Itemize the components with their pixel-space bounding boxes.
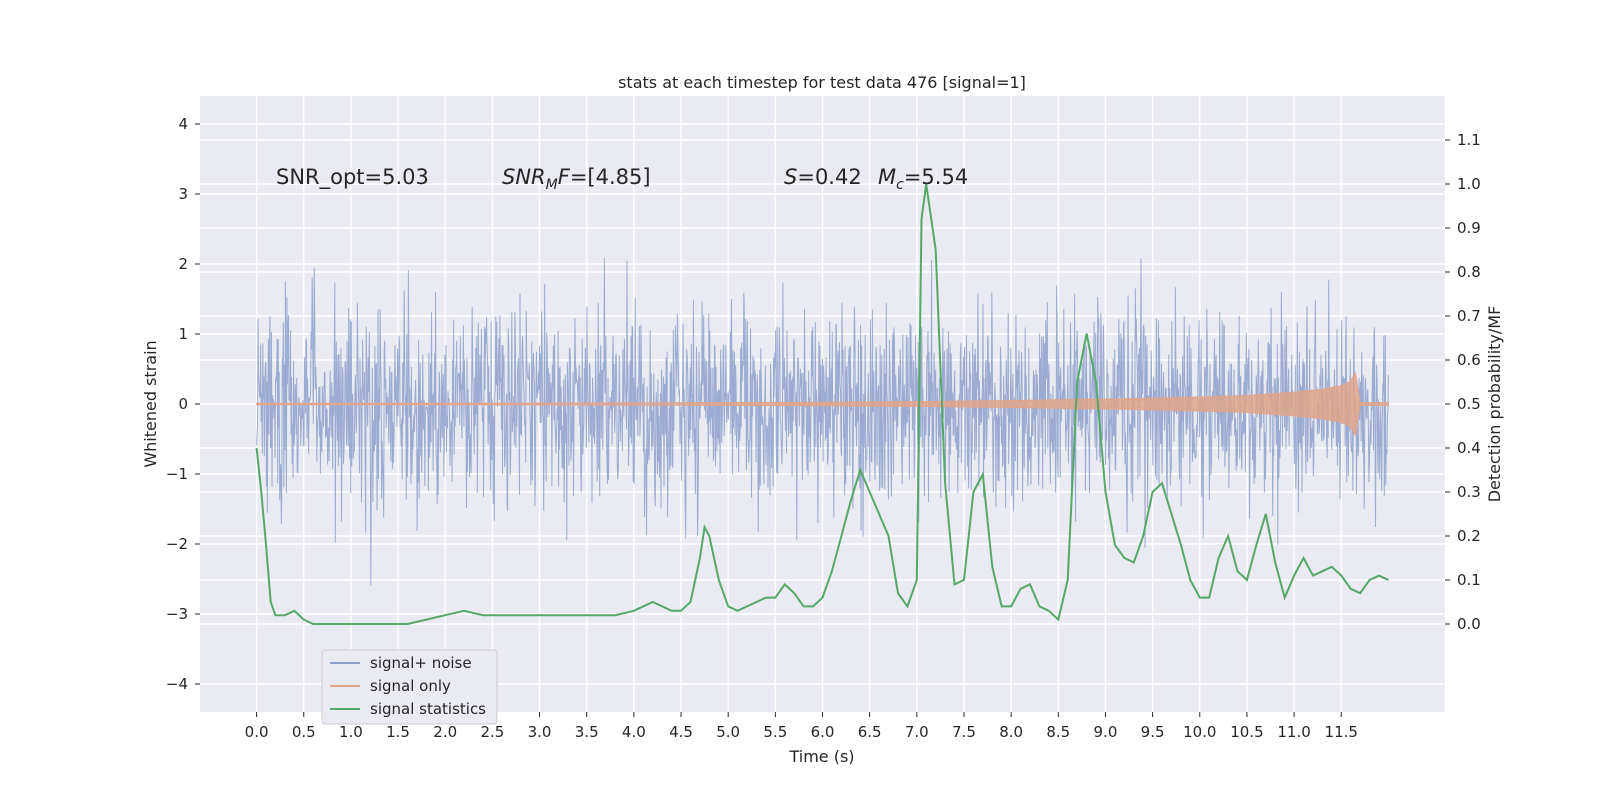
y-tick-label-right: 1.0 [1457,175,1481,193]
y-tick-label-right: 0.1 [1457,571,1481,589]
legend-label-signal-noise: signal+ noise [370,654,472,672]
y-ticks-right: 1.1 1.0 0.9 0.8 0.7 0.6 0.5 0.4 0.3 0.2 0.1 0.0 [1445,131,1481,633]
y-tick-label-right: 0.7 [1457,307,1481,325]
y-tick-label-right: 1.1 [1457,131,1481,149]
s-annotation: S=0.42 [784,165,862,189]
x-tick-label: 8.0 [999,723,1023,741]
x-tick-label: 7.5 [952,723,976,741]
x-tick-label: 9.0 [1094,723,1118,741]
legend: signal+ noise signal only signal statist… [321,649,498,725]
y-tick-label-right: 0.3 [1457,483,1481,501]
y-tick-label-right: 0.2 [1457,527,1481,545]
y-tick-label-left: 3 [178,185,188,203]
x-tick-label: 1.0 [339,723,363,741]
x-tick-label: 11.0 [1277,723,1310,741]
y-tick-label-left: 0 [178,395,188,413]
x-tick-label: 6.0 [811,723,835,741]
y-tick-label-right: 0.0 [1457,615,1481,633]
y-tick-label-left: 4 [178,115,188,133]
x-tick-label: 3.5 [575,723,599,741]
x-tick-label: 4.0 [622,723,646,741]
snr-mf-annotation: SNRMF=[4.85] [502,165,651,193]
x-tick-label: 5.0 [716,723,740,741]
legend-label-signal-statistics: signal statistics [370,700,486,718]
series-signal-noise-line [256,257,1389,586]
y-tick-label-right: 0.8 [1457,263,1481,281]
x-tick-label: 9.5 [1141,723,1165,741]
x-tick-label: 7.0 [905,723,929,741]
legend-label-signal-only: signal only [370,677,451,695]
snr-opt-annotation: SNR_opt=5.03 [276,165,429,190]
y-tick-label-left: −1 [166,465,188,483]
x-tick-label: 5.5 [763,723,787,741]
x-tick-label: 3.0 [528,723,552,741]
legend-box [321,649,498,725]
x-tick-label: 1.5 [386,723,410,741]
x-tick-label: 10.0 [1183,723,1216,741]
x-tick-label: 2.0 [433,723,457,741]
x-ticks: 0.0 0.5 1.0 1.5 2.0 2.5 3.0 3.5 4.0 4.5 5.0 5.5 6.0 6… [245,712,1358,741]
y-tick-label-right: 0.4 [1457,439,1481,457]
mc-annotation: Mc=5.54 [878,165,968,193]
x-tick-label: 2.5 [480,723,504,741]
y-tick-label-right: 0.9 [1457,219,1481,237]
plot-area [255,183,1389,625]
y-axis-label-right: Detection probability/MF [1485,306,1504,503]
chart-title: stats at each timestep for test data 476… [618,73,1026,92]
x-tick-label: 0.0 [245,723,269,741]
series-signal-statistics-line [255,183,1389,625]
y-tick-label-left: 2 [178,255,188,273]
y-tick-label-left: −4 [166,675,188,693]
mc-value: =5.54 [904,165,968,189]
series-signal-only-area [256,370,1389,438]
x-tick-label: 10.5 [1230,723,1263,741]
snr-mf-value: =[4.85] [570,165,651,189]
y-ticks-left: 4 3 2 1 0 −1 −2 −3 −4 [166,115,200,693]
x-tick-label: 6.5 [858,723,882,741]
y-axis-label-left: Whitened strain [141,340,160,467]
x-tick-label: 11.5 [1325,723,1358,741]
x-axis-label: Time (s) [788,747,854,766]
y-tick-label-left: −2 [166,535,188,553]
y-tick-label-right: 0.6 [1457,351,1481,369]
x-tick-label: 4.5 [669,723,693,741]
s-value: =0.42 [797,165,861,189]
y-tick-label-right: 0.5 [1457,395,1481,413]
x-tick-label: 8.5 [1046,723,1070,741]
x-tick-label: 0.5 [292,723,316,741]
y-tick-label-left: 1 [178,325,188,343]
y-tick-label-left: −3 [166,605,188,623]
